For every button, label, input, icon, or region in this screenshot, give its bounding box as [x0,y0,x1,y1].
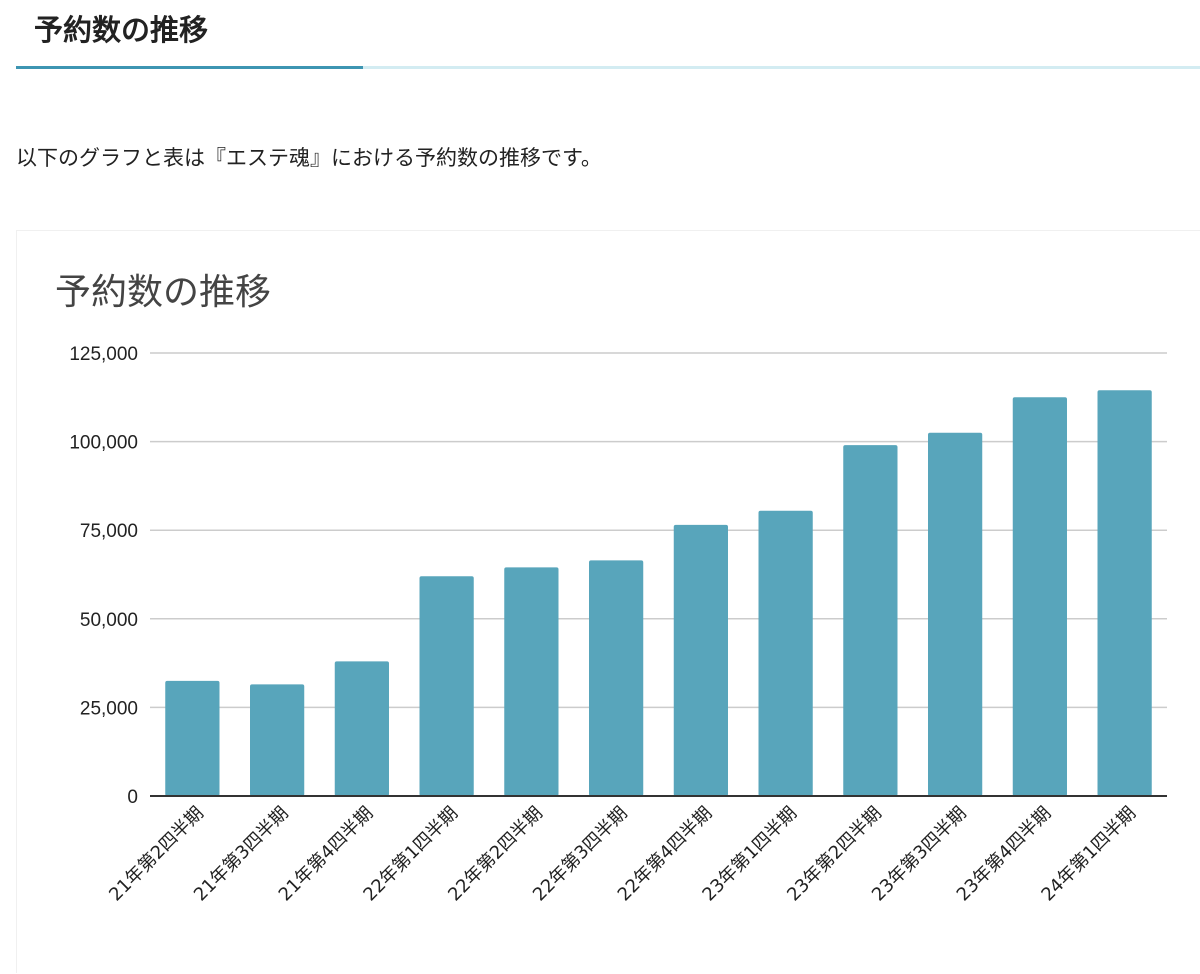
bar[interactable] [928,432,983,796]
grid-lines [150,352,1167,709]
bar[interactable] [250,684,305,796]
chart-title: 予約数の推移 [55,272,271,313]
y-tick-label: 75,000 [80,521,138,542]
bar[interactable] [758,510,813,796]
bar[interactable] [673,524,728,796]
y-axis-tick-labels: 0 25,000 50,000 75,000 100,000 125,000 [69,344,138,808]
bar[interactable] [334,661,389,796]
bar[interactable] [419,576,474,796]
bar[interactable] [1097,390,1152,796]
bar[interactable] [1012,397,1067,796]
y-tick-label: 125,000 [69,344,138,365]
y-tick-label: 50,000 [80,610,138,631]
bar-chart: 予約数の推移 0 25,000 50,000 75,000 100,000 125,000… [55,272,1167,906]
section-header: 予約数の推移 [16,0,1200,70]
bar[interactable] [589,560,644,796]
y-tick-label: 25,000 [80,698,138,719]
bars [165,390,1152,796]
x-axis-tick-labels: 21年第2四半期21年第3四半期21年第4四半期22年第1四半期22年第2四半期… [105,803,1140,906]
intro-paragraph: 以下のグラフと表は『エステ魂』における予約数の推移です。 [16,146,602,170]
chart-card: 予約数の推移 0 25,000 50,000 75,000 100,000 125,000… [16,230,1200,973]
section-title: 予約数の推移 [34,13,209,47]
bar[interactable] [165,680,220,796]
section-underline [16,66,1200,69]
y-tick-label: 100,000 [69,433,138,454]
section-underline-accent [16,66,363,69]
bar[interactable] [504,567,559,796]
bar[interactable] [843,445,898,796]
y-tick-label: 0 [127,787,138,808]
